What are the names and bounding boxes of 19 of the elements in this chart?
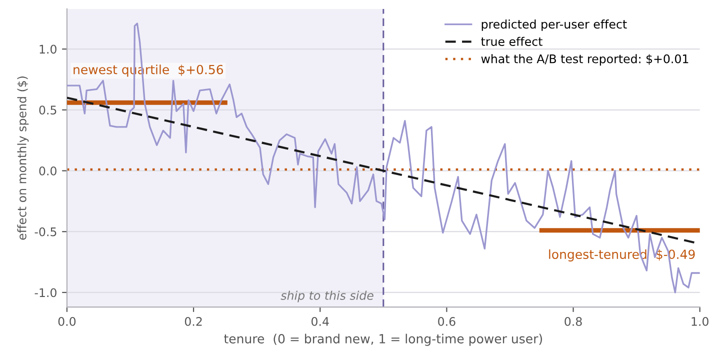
annotation: longest-tenured $-0.49 [549, 249, 695, 262]
legend-label: predicted per-user effect [482, 20, 627, 31]
x-tick-label: 0.0 [58, 317, 76, 326]
x-tick-label: 0.4 [312, 317, 329, 326]
y-tick-label: -0.5 [34, 227, 56, 236]
x-tick-label: 0.8 [564, 317, 582, 326]
y-tick-label: -1.0 [34, 288, 56, 298]
annotation: ship to this side [280, 290, 374, 302]
y-axis-title: effect on monthly spend ($) [17, 76, 29, 240]
y-tick-label: 0.5 [39, 106, 56, 115]
x-tick-label: 0.2 [184, 317, 202, 326]
y-tick-label: 0.0 [39, 166, 56, 176]
x-tick-label: 1.0 [692, 317, 708, 326]
y-tick-label: 1.0 [40, 44, 56, 54]
legend-label: true effect [481, 36, 542, 46]
x-axis-title: tenure (0 = brand new, 1 = long-time power user) [224, 334, 542, 346]
annotation: newest quartile $+0.56 [74, 64, 224, 77]
x-tick-label: 0.6 [438, 317, 456, 326]
legend-label: what the A/B test reported: $+0.01 [481, 54, 688, 66]
